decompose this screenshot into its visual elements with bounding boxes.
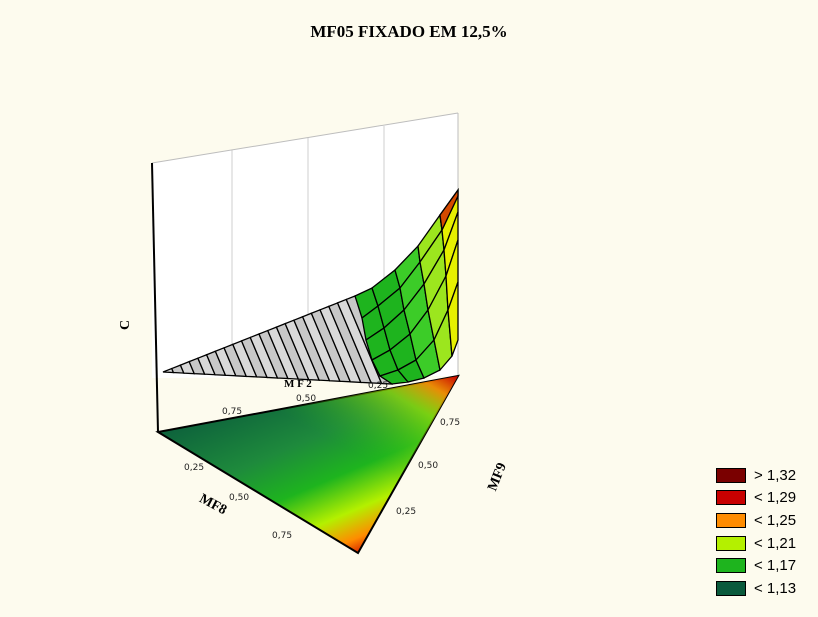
legend-label: < 1,21 [754,534,797,552]
legend-swatch [716,558,746,574]
mf8-tick-label: 0,75 [272,531,292,541]
legend-label: < 1,29 [754,489,797,507]
legend-label: < 1,13 [754,579,797,597]
mf9-tick-label: 0,50 [418,461,438,471]
back-top-edge [151,112,459,164]
mf9-axis-title: MF9 [485,461,510,493]
legend-item: > 1,32 [716,464,796,487]
mf8-tick-label: 0,50 [229,493,249,503]
legend-swatch [716,535,746,551]
legend-item: < 1,29 [716,487,796,510]
legend-item: < 1,13 [716,577,796,600]
mf2-axis-title: M F 2 [284,378,312,390]
legend-swatch [716,512,746,528]
legend-swatch [716,467,746,483]
legend-swatch [716,490,746,506]
z-axis-title: C [118,320,133,330]
mf9-tick-label: 0,25 [396,507,416,517]
legend-item: < 1,17 [716,554,796,577]
legend: > 1,32 < 1,29 < 1,25 < 1,21 < 1,17 < 1,13 [716,464,796,600]
mf2-tick-label: 0,50 [296,394,316,404]
mf8-axis-title: MF8 [197,491,229,518]
z-axis-line [151,162,159,433]
chart-title: MF05 FIXADO EM 12,5% [310,22,508,41]
legend-swatch [716,580,746,596]
legend-label: > 1,32 [754,466,797,484]
mf9-tick-label: 0,75 [440,418,460,428]
legend-item: < 1,21 [716,532,796,555]
surface-patch [439,187,459,233]
mf2-tick-label: 0,25 [368,381,388,391]
legend-label: < 1,25 [754,511,797,529]
mf8-tick-label: 0,25 [184,463,204,473]
surface-patch [447,281,459,357]
ternary-base-highlight [158,376,458,553]
legend-item: < 1,25 [716,509,796,532]
response-surface [162,187,459,385]
mf2-tick-label: 0,75 [222,407,242,417]
legend-label: < 1,17 [754,557,797,575]
